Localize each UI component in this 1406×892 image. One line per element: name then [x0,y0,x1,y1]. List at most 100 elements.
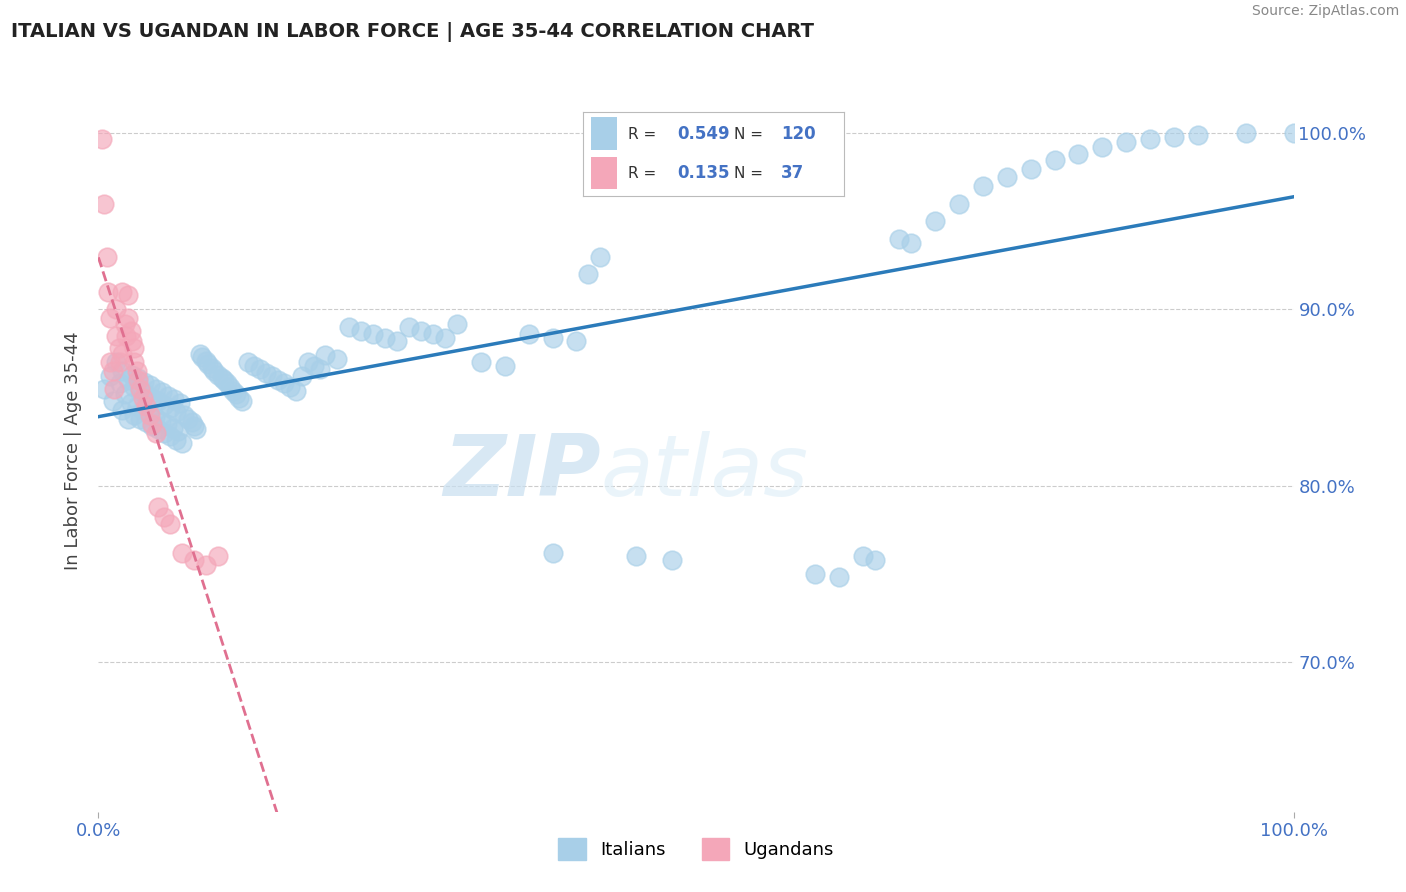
Point [124,341,146,355]
Point [155,417,177,431]
Point [995,170,1018,185]
Point [107,341,129,355]
Point [207,368,229,382]
Point [127,373,149,387]
Point [972,179,994,194]
Point [153,398,176,412]
Text: 120: 120 [782,126,815,144]
Point [374,331,396,345]
Point [105,329,128,343]
Point [1019,161,1042,176]
Point [111,403,134,417]
Text: R =: R = [627,127,657,142]
Point [141,418,163,433]
Point [222,384,245,398]
Point [302,359,325,373]
Point [219,380,242,394]
Point [339,320,361,334]
Text: 0.549: 0.549 [678,126,730,144]
Point [117,411,139,425]
Point [145,425,167,440]
Point [91,131,114,145]
Point [211,371,233,385]
Point [98,369,122,384]
FancyBboxPatch shape [592,157,617,189]
Point [124,355,146,369]
Point [124,380,146,394]
Text: N =: N = [734,166,763,181]
Point [188,346,211,360]
Point [195,558,218,572]
Point [111,346,134,360]
Point [249,362,271,376]
Point [177,411,200,425]
Point [180,415,202,429]
Point [804,566,827,581]
Point [117,373,139,387]
Point [243,359,266,373]
Text: ITALIAN VS UGANDAN IN LABOR FORCE | AGE 35-44 CORRELATION CHART: ITALIAN VS UGANDAN IN LABOR FORCE | AGE … [11,22,814,42]
Point [143,409,166,424]
Point [117,311,139,326]
Point [565,334,588,349]
Point [212,373,235,387]
Point [889,232,911,246]
Point [924,214,946,228]
Point [135,400,157,414]
Point [124,408,146,422]
Point [165,433,187,447]
Point [1043,153,1066,167]
Point [1139,131,1161,145]
Point [411,324,433,338]
Text: atlas: atlas [600,431,808,514]
Point [422,327,444,342]
Point [191,350,214,364]
Point [163,392,186,407]
Point [350,324,373,338]
Point [131,391,153,405]
Point [93,196,115,211]
Point [117,288,139,302]
Point [195,353,218,368]
Point [153,425,176,440]
Point [217,376,239,391]
Point [260,369,283,384]
Point [165,405,187,419]
Point [159,517,181,532]
Point [114,317,136,331]
Point [273,376,295,391]
Point [183,418,205,433]
Point [254,366,277,380]
Point [169,396,191,410]
Point [139,378,162,392]
Point [1115,135,1137,149]
Point [202,364,225,378]
Point [308,362,330,376]
Point [121,334,143,349]
Point [129,382,152,396]
Point [236,355,259,369]
Point [297,355,319,369]
Point [93,382,115,396]
Point [1282,126,1305,140]
Point [135,415,157,429]
Point [105,355,128,369]
Point [101,364,124,378]
Point [1187,128,1209,142]
Point [148,422,170,436]
Point [291,369,314,384]
Point [183,552,205,566]
Point [159,429,181,443]
Point [172,436,194,450]
Point [434,331,457,345]
Point [852,549,875,564]
Point [141,417,163,431]
Point [900,235,922,250]
FancyBboxPatch shape [592,118,617,150]
Legend: Italians, Ugandans: Italians, Ugandans [551,831,841,868]
Point [139,408,162,422]
Point [135,387,157,401]
Point [661,552,683,566]
Text: ZIP: ZIP [443,431,600,514]
Point [131,403,153,417]
